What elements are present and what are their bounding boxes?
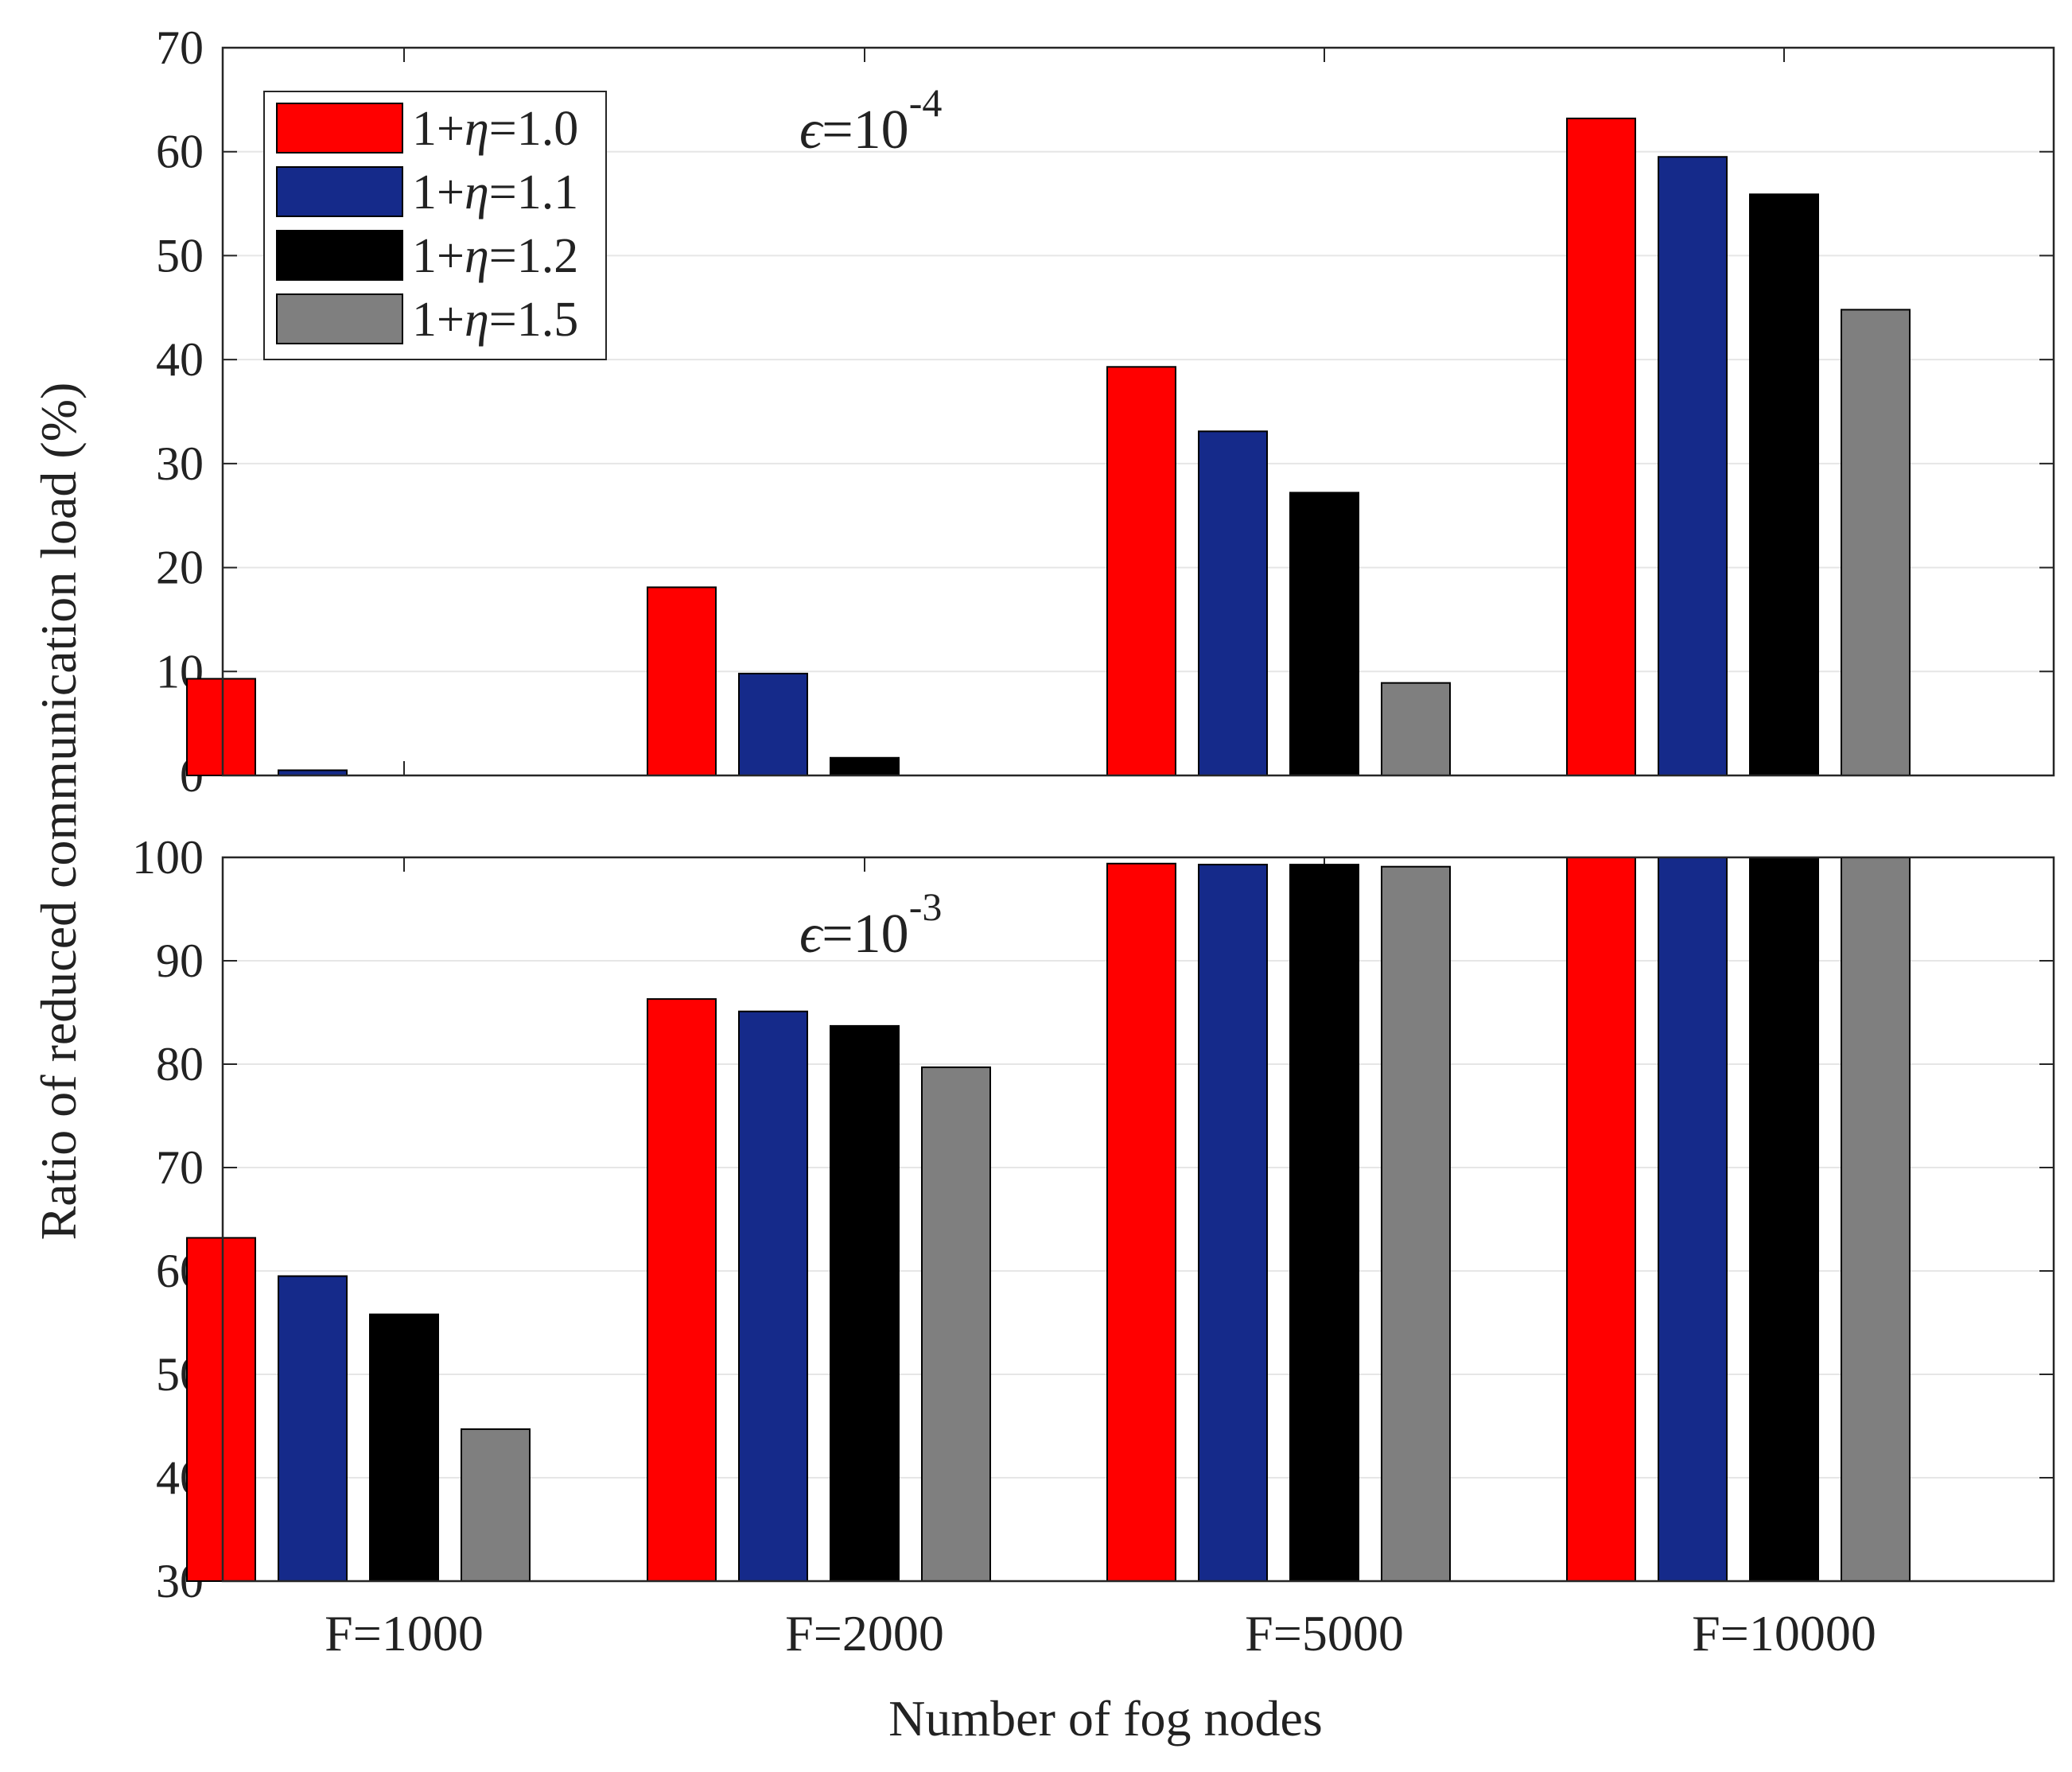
bar-top-series-3-F=2000 bbox=[830, 756, 900, 776]
y-tick-label: 50 bbox=[156, 229, 204, 282]
y-axis-label: Ratio of reduced communication load (%) bbox=[30, 383, 87, 1241]
bar-bottom-series-3-F=2000 bbox=[830, 1024, 900, 1582]
x-category-label: F=10000 bbox=[1692, 1605, 1876, 1661]
legend-label-2: 1+η=1.1 bbox=[412, 165, 578, 220]
bar-top-series-4-F=10000 bbox=[1841, 309, 1911, 776]
legend-swatch-4 bbox=[276, 293, 403, 344]
bar-bottom-series-2-F=5000 bbox=[1198, 864, 1268, 1582]
bar-bottom-series-3-F=5000 bbox=[1289, 864, 1359, 1582]
y-tick-label: 60 bbox=[156, 126, 204, 178]
y-tick-label: 70 bbox=[156, 21, 204, 74]
bar-top-series-2-F=10000 bbox=[1658, 156, 1728, 776]
bar-top-series-3-F=10000 bbox=[1749, 193, 1819, 777]
bar-top-series-1-F=10000 bbox=[1566, 117, 1636, 776]
y-tick-label: 80 bbox=[156, 1038, 204, 1090]
bar-bottom-series-1-F=5000 bbox=[1106, 862, 1176, 1583]
bar-top-series-1-F=2000 bbox=[647, 586, 717, 777]
top-panel: 010203040506070ϵ=10-4 bbox=[156, 21, 2055, 802]
bar-top-series-1-F=1000 bbox=[186, 678, 256, 777]
bar-bottom-series-2-F=2000 bbox=[738, 1010, 808, 1582]
bar-bottom-series-4-F=5000 bbox=[1381, 865, 1451, 1582]
y-tick-label: 40 bbox=[156, 333, 204, 386]
x-category-label: F=1000 bbox=[325, 1605, 484, 1661]
legend-swatch-3 bbox=[276, 230, 403, 281]
epsilon-annotation: ϵ=10-4 bbox=[799, 80, 942, 161]
bar-bottom-series-2-F=10000 bbox=[1658, 857, 1728, 1582]
y-tick-label: 90 bbox=[156, 935, 204, 987]
legend-swatch-1 bbox=[276, 103, 403, 153]
legend-swatch-2 bbox=[276, 166, 403, 217]
plot-area-border bbox=[221, 856, 2055, 1583]
legend: 1+η=1.0 1+η=1.1 1+η=1.2 1+η=1.5 bbox=[263, 91, 607, 360]
bar-bottom-series-4-F=2000 bbox=[921, 1066, 991, 1582]
bar-bottom-series-2-F=1000 bbox=[278, 1275, 348, 1582]
x-category-label: F=5000 bbox=[1245, 1605, 1404, 1661]
bar-top-series-3-F=5000 bbox=[1289, 492, 1359, 776]
legend-label-1: 1+η=1.0 bbox=[412, 102, 578, 156]
x-axis-label: Number of fog nodes bbox=[888, 1690, 1323, 1747]
bar-top-series-2-F=5000 bbox=[1198, 430, 1268, 776]
bar-bottom-series-3-F=1000 bbox=[369, 1313, 439, 1582]
epsilon-annotation: ϵ=10-3 bbox=[799, 884, 942, 965]
bar-bottom-series-1-F=1000 bbox=[186, 1237, 256, 1583]
bar-bottom-series-4-F=10000 bbox=[1841, 857, 1911, 1582]
y-tick-label: 20 bbox=[156, 542, 204, 594]
legend-label-3: 1+η=1.2 bbox=[412, 229, 578, 283]
y-tick-label: 100 bbox=[132, 831, 204, 884]
bar-top-series-1-F=5000 bbox=[1106, 366, 1176, 776]
bar-bottom-series-4-F=1000 bbox=[461, 1428, 531, 1583]
plot-area-border bbox=[221, 46, 2055, 777]
bar-bottom-series-1-F=10000 bbox=[1566, 857, 1636, 1582]
bar-bottom-series-1-F=2000 bbox=[647, 998, 717, 1582]
bar-bottom-series-3-F=10000 bbox=[1749, 857, 1819, 1582]
y-tick-label: 30 bbox=[156, 437, 204, 490]
legend-label-4: 1+η=1.5 bbox=[412, 293, 578, 347]
y-tick-label: 70 bbox=[156, 1141, 204, 1194]
x-category-label: F=2000 bbox=[785, 1605, 944, 1661]
bar-top-series-2-F=2000 bbox=[738, 672, 808, 777]
bar-top-series-4-F=5000 bbox=[1381, 682, 1451, 777]
